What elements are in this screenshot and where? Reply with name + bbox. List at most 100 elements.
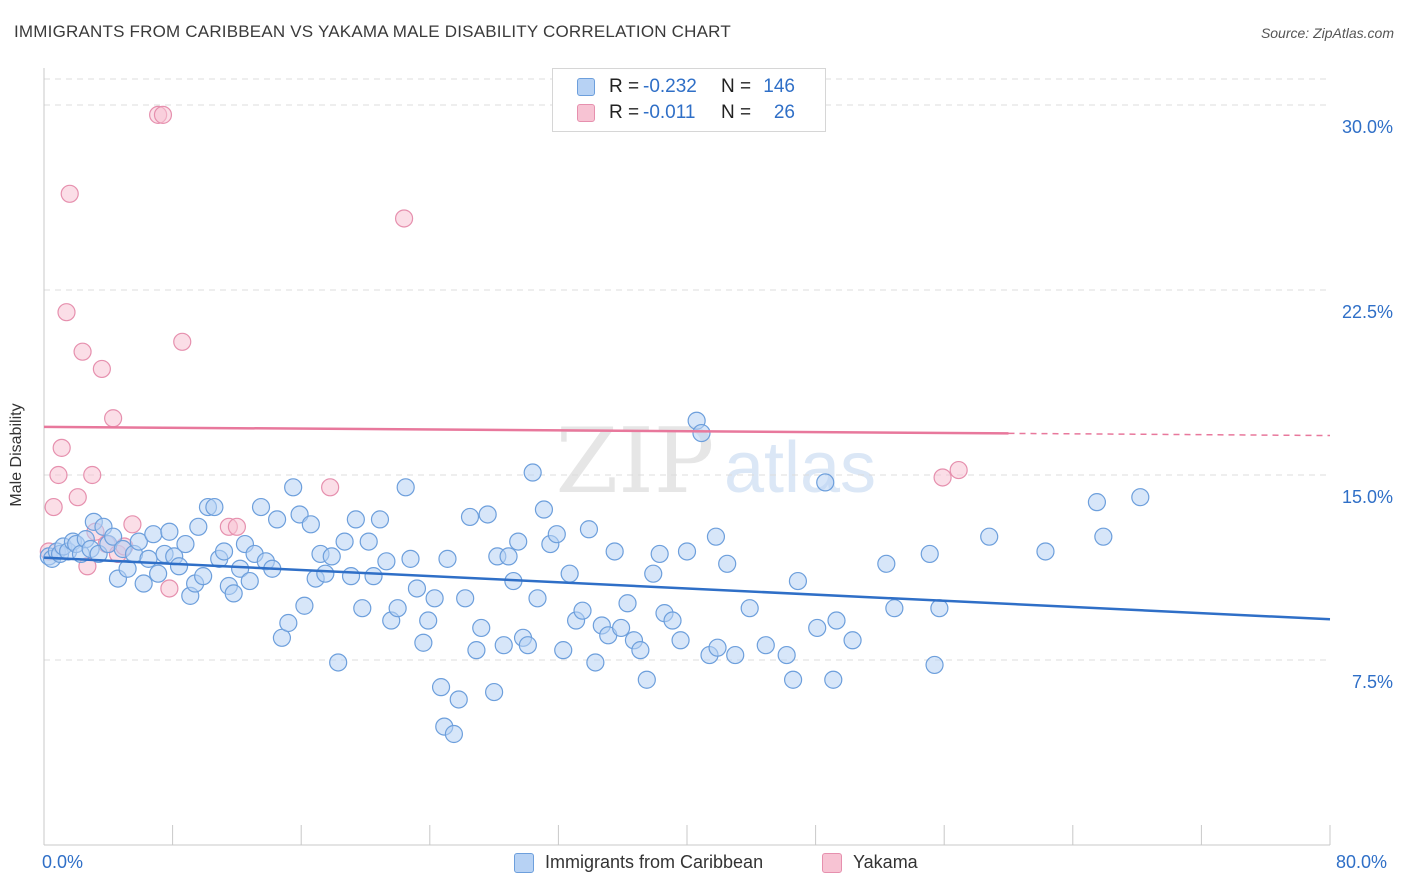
data-point [346, 510, 365, 529]
data-point [534, 500, 554, 519]
axes [43, 68, 1331, 846]
data-point [885, 599, 904, 618]
data-point [377, 552, 396, 571]
data-point [547, 525, 566, 544]
data-point [1094, 527, 1113, 546]
data-point [485, 682, 504, 702]
data-point [718, 554, 737, 573]
data-point [494, 636, 513, 655]
data-point [509, 532, 528, 551]
data-point [284, 478, 303, 497]
n-label: N = [721, 76, 752, 97]
watermark-atlas: atlas [724, 428, 876, 508]
data-point [60, 184, 79, 203]
legend-label-caribbean: Immigrants from Caribbean [545, 852, 764, 872]
data-point [301, 515, 320, 534]
data-point [214, 542, 234, 561]
data-point [518, 636, 537, 655]
data-point [528, 589, 547, 608]
yakama-points [39, 105, 968, 598]
data-point [554, 641, 573, 660]
data-point [444, 724, 464, 744]
data-point [740, 599, 759, 618]
data-point [663, 611, 682, 630]
data-point [573, 601, 592, 620]
data-point [949, 460, 968, 480]
data-point [637, 670, 656, 689]
legend-row-yakama: R = -0.011 N = 26 [577, 101, 795, 125]
pink-swatch [577, 104, 595, 122]
chart-title: IMMIGRANTS FROM CARIBBEAN VS YAKAMA MALE… [14, 22, 731, 41]
data-point [173, 332, 192, 351]
data-point [104, 409, 123, 428]
data-point [438, 549, 457, 568]
data-point [68, 488, 87, 507]
caribbean-points [39, 411, 1150, 744]
data-point [1036, 542, 1055, 561]
data-point [586, 653, 605, 672]
data-point [560, 564, 579, 583]
data-point [824, 670, 843, 689]
watermark: ZIP atlas [556, 409, 876, 514]
data-point [677, 542, 697, 561]
data-point [930, 599, 949, 618]
data-point [671, 631, 690, 650]
source-label: Source: ZipAtlas.com [1260, 25, 1394, 41]
data-point [134, 574, 153, 593]
data-point [726, 645, 745, 665]
data-point [169, 557, 189, 576]
data-point [431, 678, 451, 697]
data-point [394, 209, 414, 228]
data-point [425, 589, 444, 608]
x-tick-max: 80.0% [1336, 852, 1388, 872]
data-point [618, 594, 637, 613]
data-point [189, 517, 208, 536]
data-point [267, 510, 287, 529]
data-point [224, 584, 243, 603]
watermark-zip: ZIP [556, 409, 715, 514]
data-point [353, 599, 372, 618]
data-point [980, 527, 999, 546]
n-label: N = [721, 102, 752, 123]
data-point [321, 478, 340, 497]
data-point [316, 564, 335, 583]
data-point [467, 641, 486, 660]
data-point [329, 653, 348, 672]
data-point [231, 559, 250, 578]
data-point [370, 510, 390, 529]
data-point [279, 613, 298, 633]
data-point [631, 641, 650, 660]
data-point [401, 549, 420, 568]
data-point [783, 670, 803, 689]
data-point [877, 554, 896, 573]
trend-lines [43, 425, 1331, 621]
data-point [364, 567, 383, 586]
legend-item-yakama[interactable]: Yakama [822, 852, 918, 873]
data-point [706, 527, 726, 546]
data-point [194, 567, 213, 586]
data-point [129, 532, 148, 551]
legend-item-caribbean[interactable]: Immigrants from Caribbean [514, 852, 763, 873]
data-point [816, 473, 835, 492]
data-point [341, 567, 361, 586]
data-point [205, 497, 224, 517]
r-value: -0.011 [643, 102, 696, 123]
data-point [322, 547, 341, 566]
data-point [240, 571, 259, 591]
data-point [52, 438, 71, 457]
data-point [49, 465, 68, 485]
data-point [449, 690, 468, 709]
data-point [925, 655, 944, 675]
data-point [104, 527, 123, 546]
data-point [692, 423, 711, 443]
data-point [419, 611, 438, 630]
data-point [579, 520, 599, 539]
data-point [176, 534, 195, 554]
data-point [472, 618, 491, 638]
data-point [57, 303, 76, 322]
data-point [611, 618, 631, 638]
data-point [933, 468, 952, 487]
legend-row-caribbean: R = -0.232 N = 146 [577, 75, 795, 99]
data-point [650, 544, 669, 564]
r-label: R = [609, 76, 640, 97]
